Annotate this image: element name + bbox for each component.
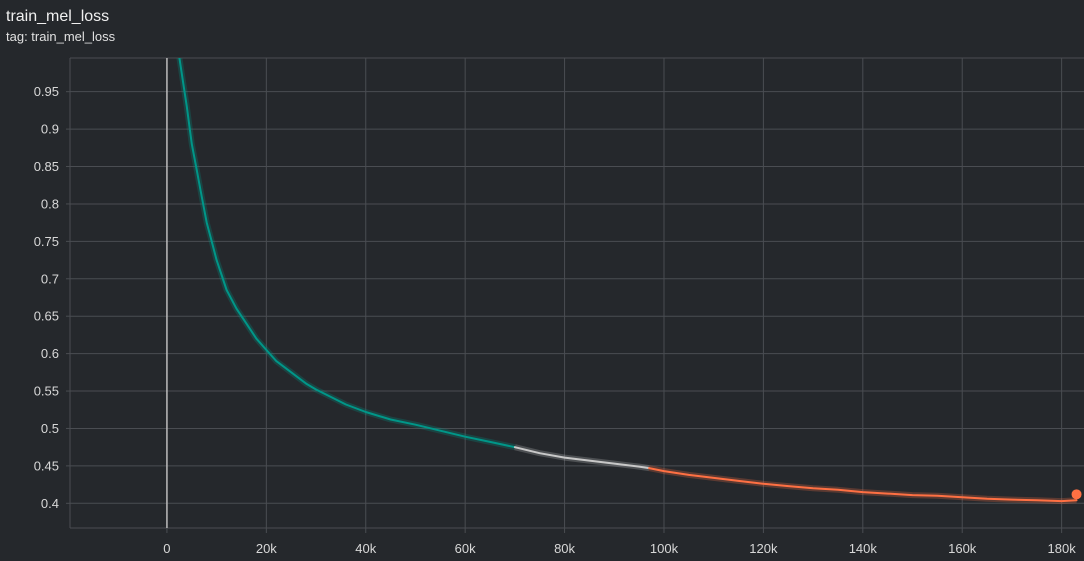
y-tick-label: 0.6 [41, 346, 59, 361]
x-tick-label: 80k [554, 541, 575, 556]
x-tick-label: 180k [1048, 541, 1077, 556]
y-tick-label: 0.55 [34, 384, 59, 399]
series-1-raw-band [176, 58, 516, 451]
y-tick-label: 0.9 [41, 122, 59, 137]
series-1-line[interactable] [178, 58, 516, 449]
x-tick-label: 100k [650, 541, 679, 556]
last-value-point[interactable] [1071, 489, 1082, 500]
x-tick-label: 20k [256, 541, 277, 556]
y-tick-label: 0.5 [41, 421, 59, 436]
x-tick-label: 120k [749, 541, 778, 556]
x-tick-label: 160k [948, 541, 977, 556]
series-3-line[interactable] [648, 467, 1078, 503]
x-tick-label: 0 [163, 541, 170, 556]
y-tick-label: 0.95 [34, 84, 59, 99]
x-tick-label: 60k [455, 541, 476, 556]
chart-tag-label: tag: train_mel_loss [6, 29, 116, 44]
y-tick-label: 0.65 [34, 309, 59, 324]
y-tick-label: 0.75 [34, 234, 59, 249]
chart-title: train_mel_loss [6, 8, 110, 25]
y-tick-label: 0.8 [41, 196, 59, 211]
series-2-line[interactable] [513, 446, 651, 470]
x-tick-label: 40k [355, 541, 376, 556]
y-tick-label: 0.7 [41, 271, 59, 286]
y-tick-label: 0.4 [41, 496, 59, 511]
y-tick-label: 0.85 [34, 159, 59, 174]
x-tick-label: 140k [849, 541, 878, 556]
y-tick-label: 0.45 [34, 458, 59, 473]
